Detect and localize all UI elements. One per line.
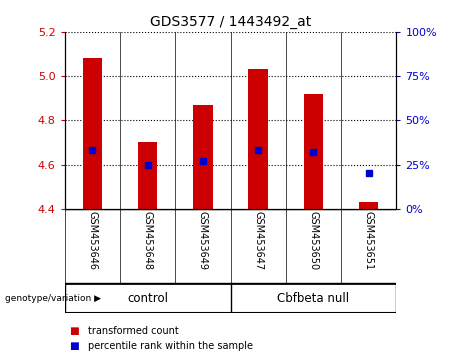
- Bar: [83, 58, 102, 209]
- Text: control: control: [127, 292, 168, 305]
- Text: GSM453649: GSM453649: [198, 211, 208, 270]
- Text: ■: ■: [69, 341, 79, 351]
- Bar: [138, 143, 157, 209]
- Title: GDS3577 / 1443492_at: GDS3577 / 1443492_at: [150, 16, 311, 29]
- Text: GSM453650: GSM453650: [308, 211, 319, 270]
- Text: genotype/variation ▶: genotype/variation ▶: [5, 294, 100, 303]
- Text: Cbfbeta null: Cbfbeta null: [278, 292, 349, 305]
- Bar: [248, 69, 268, 209]
- Text: GSM453647: GSM453647: [253, 211, 263, 270]
- Text: GSM453648: GSM453648: [142, 211, 153, 270]
- Bar: [193, 105, 213, 209]
- Bar: [304, 94, 323, 209]
- Text: transformed count: transformed count: [88, 326, 178, 336]
- Text: GSM453651: GSM453651: [364, 211, 374, 270]
- Bar: [359, 202, 378, 209]
- Text: ■: ■: [69, 326, 79, 336]
- Text: percentile rank within the sample: percentile rank within the sample: [88, 341, 253, 351]
- Text: GSM453646: GSM453646: [87, 211, 97, 270]
